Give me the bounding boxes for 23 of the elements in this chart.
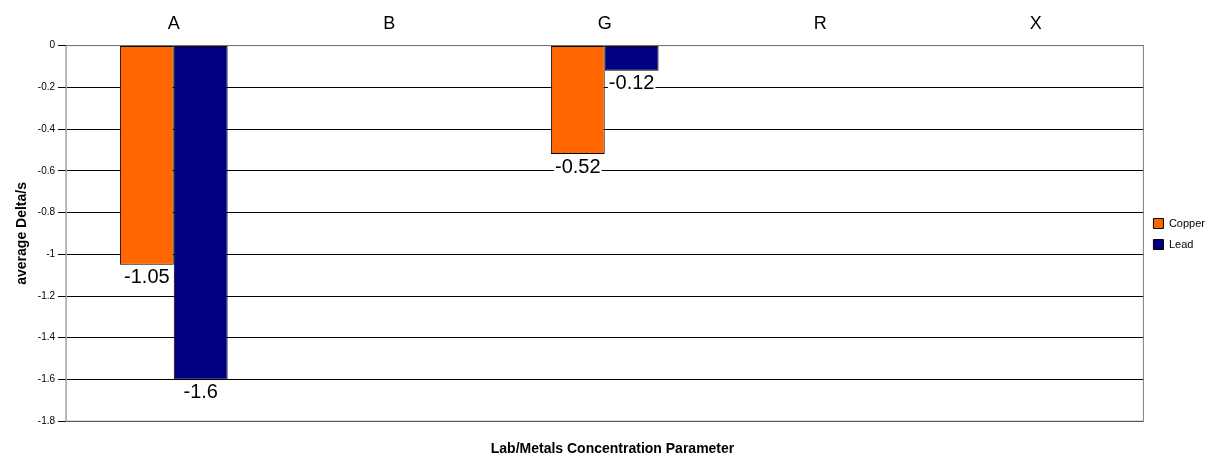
y-tick-label: -1.4: [37, 331, 56, 343]
x-tick-label: A: [167, 12, 180, 33]
x-tick-label: G: [597, 12, 612, 33]
x-tick-label: R: [813, 12, 827, 33]
y-tick-label: -0.4: [37, 122, 56, 134]
legend-label: Copper: [1168, 216, 1206, 229]
y-tick-label: -0.2: [37, 81, 56, 93]
x-axis-title: Lab/Metals Concentration Parameter: [490, 440, 735, 457]
y-tick-label: -1.6: [37, 373, 56, 385]
y-tick-label: -1.8: [37, 414, 56, 426]
y-tick-label: -1.2: [37, 289, 56, 301]
data-label: -1.05: [124, 265, 170, 288]
y-tick-label: -0.6: [37, 164, 56, 176]
x-tick-label: B: [383, 12, 396, 33]
data-label: -0.12: [608, 71, 655, 94]
legend-label: Lead: [1168, 237, 1194, 250]
data-label: -1.6: [183, 379, 218, 402]
y-tick-label: -1: [46, 248, 56, 260]
data-label: -0.52: [555, 154, 601, 177]
y-tick-label: -0.8: [37, 206, 56, 218]
x-tick-label: X: [1029, 12, 1042, 33]
y-axis-title: average Delta/s: [13, 181, 30, 285]
y-tick-label: 0: [49, 39, 56, 51]
